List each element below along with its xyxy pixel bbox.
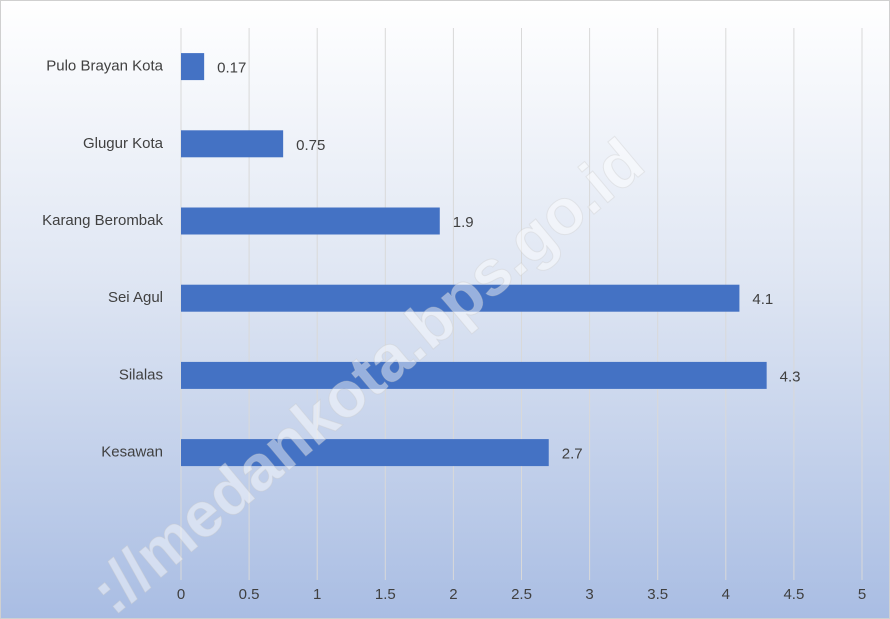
bar xyxy=(181,130,284,158)
bar xyxy=(181,361,767,389)
x-tick-label: 1.5 xyxy=(375,586,396,603)
y-tick-label: Karang Berombak xyxy=(42,212,163,229)
x-tick-label: 3.5 xyxy=(647,586,668,603)
y-tick-label: Pulo Brayan Kota xyxy=(46,58,163,75)
bar xyxy=(181,439,549,467)
x-tick-label: 3 xyxy=(585,586,593,603)
y-tick-label: Silalas xyxy=(119,366,163,383)
y-tick-label: Kesawan xyxy=(101,444,163,461)
value-label: 0.75 xyxy=(296,137,325,154)
x-tick-label: 1 xyxy=(313,586,321,603)
x-tick-label: 5 xyxy=(858,586,866,603)
value-label: 0.17 xyxy=(217,60,246,77)
value-label: 4.1 xyxy=(752,291,773,308)
bar xyxy=(181,284,740,312)
x-tick-label: 2 xyxy=(449,586,457,603)
bar xyxy=(181,207,440,235)
x-tick-label: 0.5 xyxy=(239,586,260,603)
x-tick-label: 0 xyxy=(177,586,185,603)
x-tick-label: 4.5 xyxy=(783,586,804,603)
x-tick-label: 2.5 xyxy=(511,586,532,603)
value-label: 2.7 xyxy=(562,446,583,463)
value-label: 1.9 xyxy=(453,214,474,231)
x-tick-label: 4 xyxy=(722,586,730,603)
y-tick-label: Sei Agul xyxy=(108,289,163,306)
y-tick-label: Glugur Kota xyxy=(83,135,164,152)
bar xyxy=(181,53,205,81)
value-label: 4.3 xyxy=(780,368,801,385)
